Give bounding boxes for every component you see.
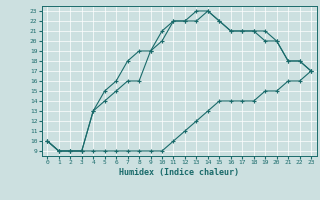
X-axis label: Humidex (Indice chaleur): Humidex (Indice chaleur) <box>119 168 239 177</box>
